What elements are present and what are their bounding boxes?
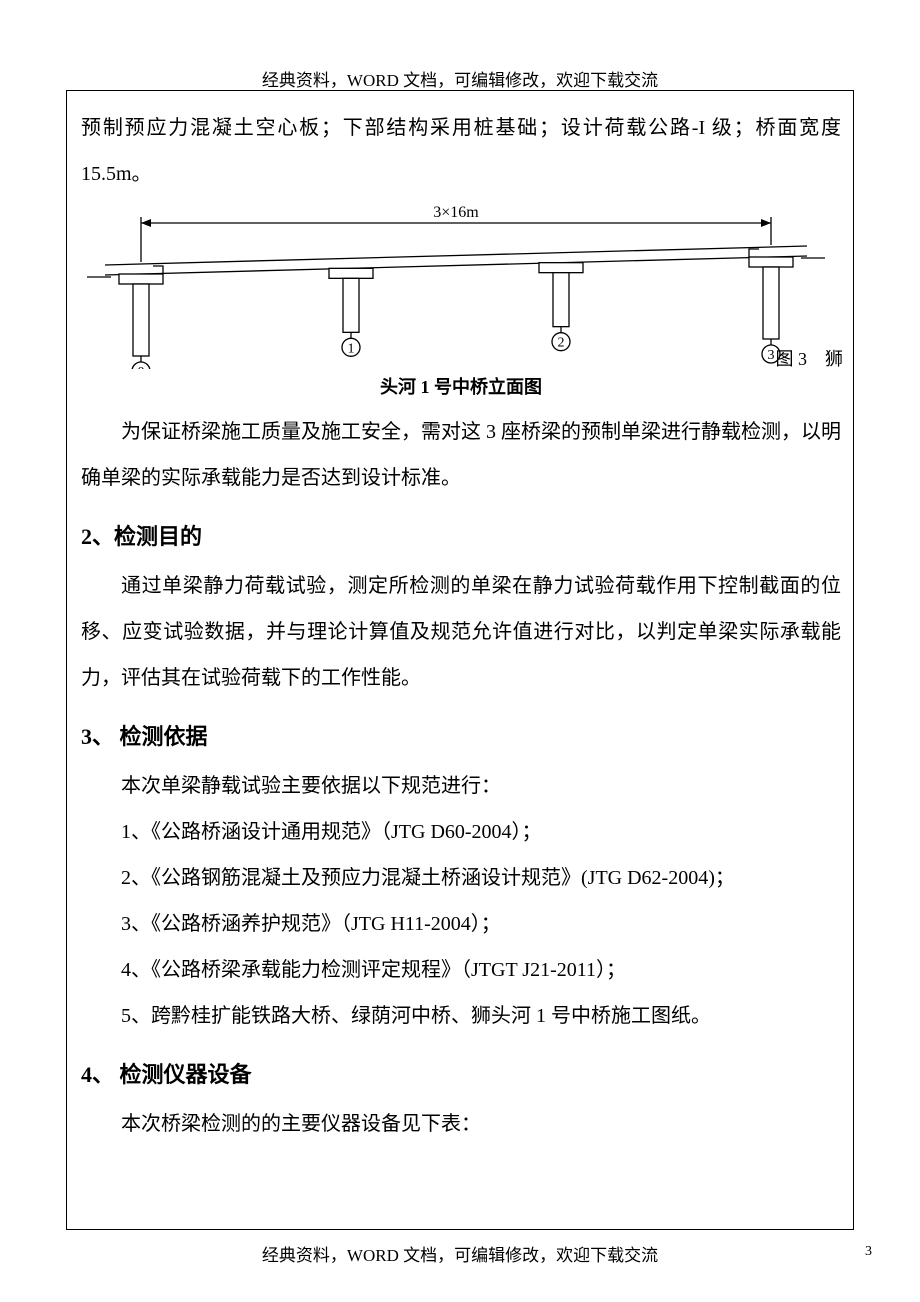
page-footer: 经典资料，WORD 文档，可编辑修改，欢迎下载交流 — [0, 1241, 920, 1266]
bridge-svg: 3×16m 0 1 2 3 — [81, 199, 841, 369]
section-3-item-2: 2、《公路钢筋混凝土及预应力混凝土桥涵设计规范》(JTG D62-2004)； — [81, 855, 841, 901]
section-3-item-1: 1、《公路桥涵设计通用规范》（JTG D60-2004）； — [81, 809, 841, 855]
content-frame: 预制预应力混凝土空心板；下部结构采用桩基础；设计荷载公路-I 级；桥面宽度15.… — [66, 90, 854, 1230]
section-3-item-4: 4、《公路桥梁承载能力检测评定规程》（JTGT J21-2011）； — [81, 947, 841, 993]
figure-caption-side: 图 3 狮 — [776, 345, 844, 371]
section-4-heading: 4、 检测仪器设备 — [81, 1057, 841, 1089]
figure-caption-tail: 狮 — [825, 349, 843, 369]
svg-text:1: 1 — [348, 341, 355, 356]
section-3-num: 3、 — [81, 724, 114, 749]
section-2-title: 检测目的 — [114, 524, 202, 549]
svg-text:2: 2 — [558, 336, 565, 351]
section-4-intro: 本次桥梁检测的的主要仪器设备见下表： — [81, 1101, 841, 1147]
section-4-num: 4、 — [81, 1062, 114, 1087]
section-3-item-5: 5、跨黔桂扩能铁路大桥、绿荫河中桥、狮头河 1 号中桥施工图纸。 — [81, 993, 841, 1039]
figure-caption-center: 头河 1 号中桥立面图 — [81, 373, 841, 399]
page-number: 3 — [865, 1244, 872, 1260]
section-3-title: 检测依据 — [120, 724, 208, 749]
section-2-heading: 2、检测目的 — [81, 519, 841, 551]
page-header: 经典资料，WORD 文档，可编辑修改，欢迎下载交流 — [0, 66, 920, 91]
svg-text:3: 3 — [768, 348, 775, 363]
section-2-body: 通过单梁静力荷载试验，测定所检测的单梁在静力试验荷载作用下控制截面的位移、应变试… — [81, 563, 841, 701]
section-3-item-3: 3、《公路桥涵养护规范》（JTG H11-2004）； — [81, 901, 841, 947]
svg-text:0: 0 — [138, 365, 145, 369]
bridge-elevation-diagram: 3×16m 0 1 2 3 图 3 狮 — [81, 199, 841, 369]
section-2-num: 2、 — [81, 524, 114, 549]
section-3-intro: 本次单梁静载试验主要依据以下规范进行： — [81, 763, 841, 809]
svg-text:3×16m: 3×16m — [433, 204, 479, 221]
section-3-heading: 3、 检测依据 — [81, 719, 841, 751]
para-after-figure: 为保证桥梁施工质量及施工安全，需对这 3 座桥梁的预制单梁进行静载检测，以明确单… — [81, 409, 841, 501]
figure-number: 图 3 — [776, 349, 808, 369]
section-4-title: 检测仪器设备 — [120, 1062, 252, 1087]
intro-paragraph: 预制预应力混凝土空心板；下部结构采用桩基础；设计荷载公路-I 级；桥面宽度15.… — [81, 105, 841, 197]
